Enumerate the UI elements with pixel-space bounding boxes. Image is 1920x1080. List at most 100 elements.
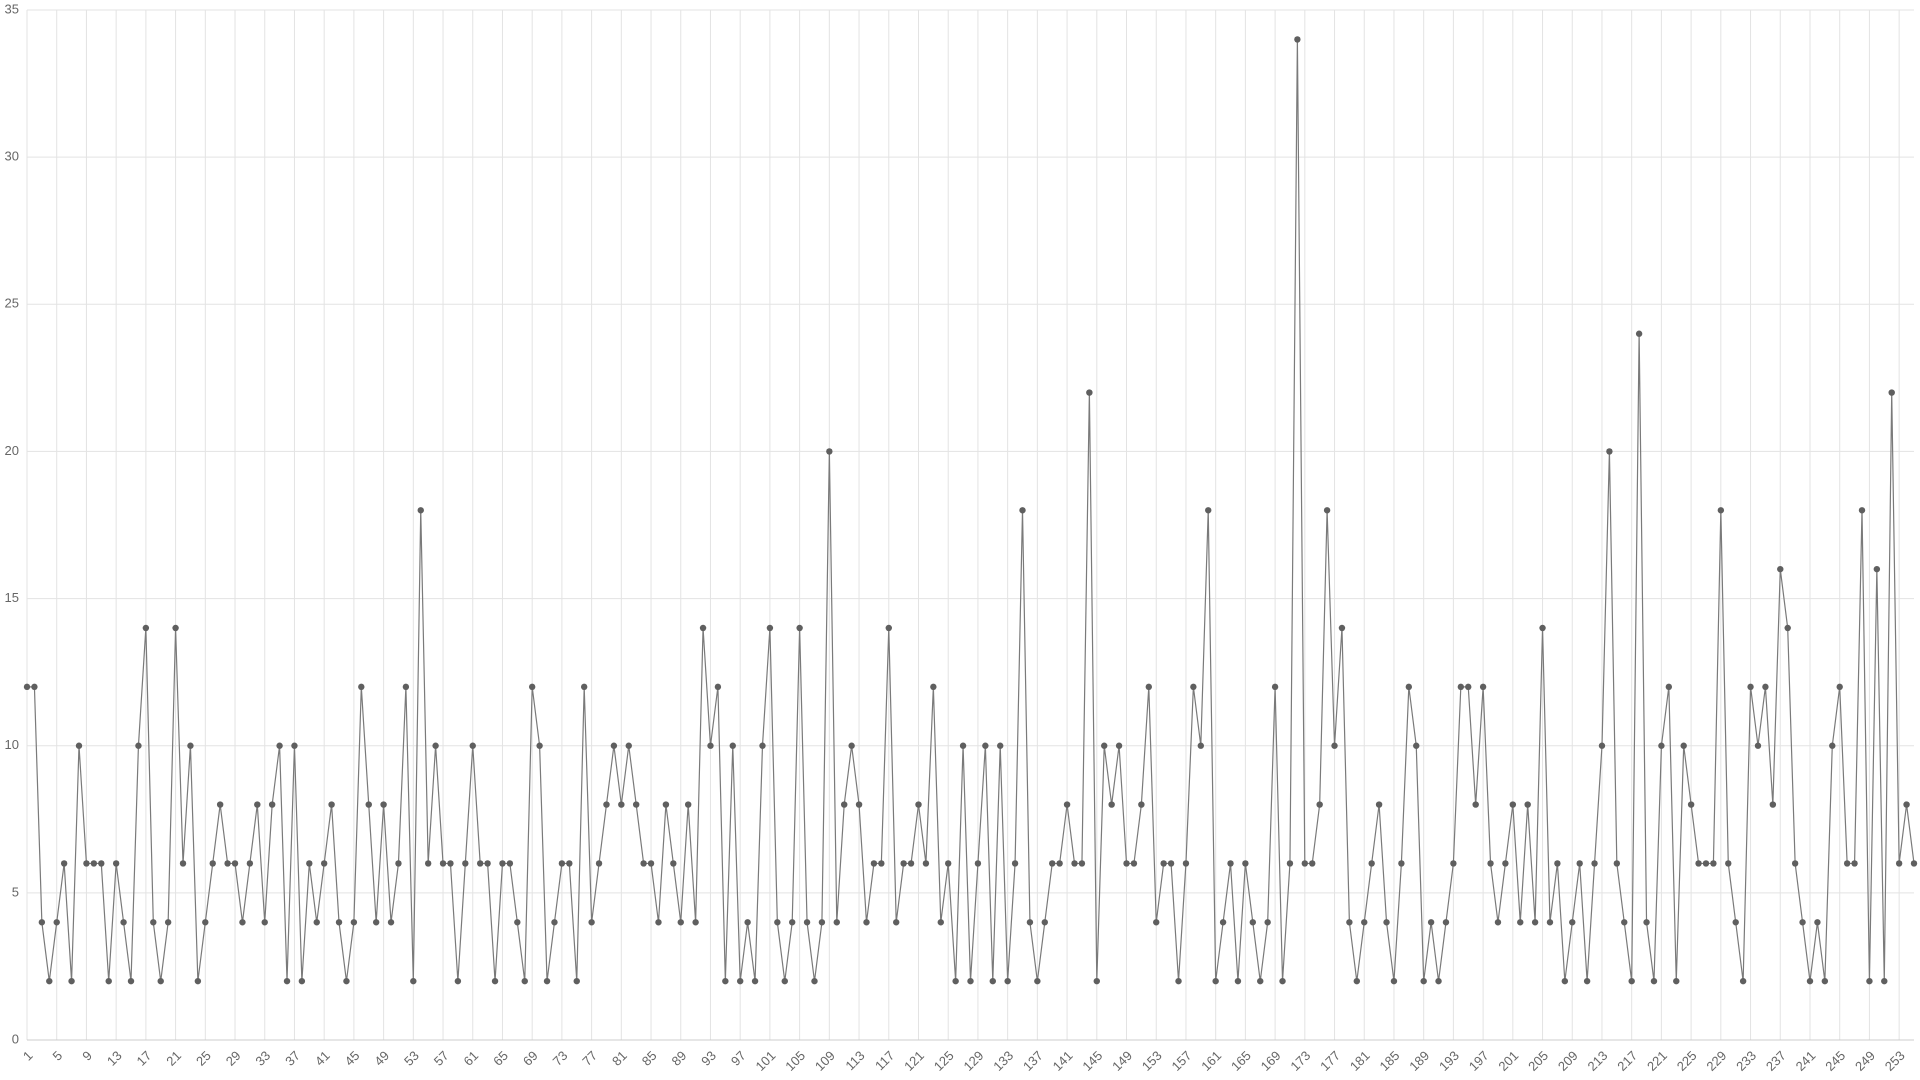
x-tick-label: 253 — [1882, 1048, 1908, 1074]
data-point — [811, 977, 818, 985]
data-point — [1858, 507, 1866, 514]
data-point — [1829, 742, 1836, 749]
x-tick-label: 149 — [1109, 1048, 1135, 1074]
data-point — [1517, 919, 1524, 926]
data-point — [1769, 801, 1777, 808]
data-point — [83, 860, 90, 867]
data-point — [759, 742, 766, 749]
x-tick-label: 69 — [520, 1048, 541, 1069]
x-tick-label: 45 — [342, 1048, 363, 1069]
data-point — [1598, 742, 1606, 749]
y-tick-label: 25 — [5, 296, 19, 311]
x-tick-label: 29 — [223, 1048, 244, 1069]
data-point — [818, 919, 826, 926]
data-point — [395, 860, 402, 867]
x-tick-label: 161 — [1198, 1048, 1224, 1074]
data-point — [1227, 860, 1234, 867]
data-point — [454, 977, 462, 985]
x-tick-label: 81 — [609, 1048, 630, 1069]
data-point — [1465, 683, 1472, 691]
data-point — [1034, 977, 1041, 985]
y-tick-label: 15 — [5, 590, 19, 605]
x-tick-label: 241 — [1793, 1048, 1819, 1074]
data-point — [1011, 860, 1019, 867]
data-point — [231, 860, 239, 867]
data-point — [1554, 860, 1561, 867]
data-point — [1784, 624, 1791, 632]
data-point — [595, 860, 603, 867]
data-point — [1234, 977, 1242, 985]
data-point — [1026, 919, 1034, 926]
data-point — [922, 860, 930, 867]
data-point — [1791, 860, 1799, 867]
x-tick-label: 113 — [842, 1048, 867, 1073]
data-point — [1866, 977, 1873, 985]
data-point — [135, 742, 142, 749]
data-point — [952, 977, 959, 985]
data-point — [424, 860, 432, 867]
data-point — [216, 801, 224, 808]
data-point — [640, 860, 647, 867]
data-point — [276, 742, 283, 749]
data-point — [1309, 860, 1316, 867]
data-point — [172, 624, 179, 632]
data-point — [580, 683, 588, 691]
x-tick-label: 49 — [371, 1048, 392, 1069]
data-point — [1331, 742, 1338, 749]
data-point — [298, 977, 306, 985]
data-point — [1650, 977, 1658, 985]
data-point — [1895, 860, 1903, 867]
data-point — [1182, 860, 1190, 867]
x-tick-label: 229 — [1703, 1048, 1729, 1074]
data-point — [789, 919, 796, 926]
data-point — [105, 977, 112, 985]
data-point — [439, 860, 447, 867]
data-point — [343, 977, 350, 985]
data-point — [618, 801, 625, 808]
x-tick-label: 245 — [1822, 1048, 1848, 1074]
data-point — [1710, 860, 1717, 867]
data-point — [1732, 919, 1739, 926]
data-point — [848, 742, 855, 749]
data-point — [751, 977, 759, 985]
data-point — [1249, 919, 1257, 926]
x-tick-label: 105 — [782, 1048, 808, 1074]
x-tick-label: 129 — [961, 1048, 987, 1074]
data-point — [1821, 977, 1829, 985]
x-tick-label: 125 — [931, 1048, 957, 1074]
x-tick-label: 221 — [1644, 1048, 1670, 1074]
data-point — [1569, 919, 1576, 926]
data-point — [1881, 977, 1888, 985]
data-point — [974, 860, 982, 867]
data-point — [1747, 683, 1754, 691]
x-tick-label: 53 — [401, 1048, 422, 1069]
data-point — [1583, 977, 1591, 985]
data-point — [380, 801, 387, 808]
data-point — [1472, 801, 1479, 808]
data-point — [179, 860, 187, 867]
x-tick-label: 233 — [1733, 1048, 1759, 1074]
x-tick-label: 33 — [252, 1048, 273, 1069]
x-tick-label: 41 — [312, 1048, 333, 1069]
data-point — [1836, 683, 1843, 691]
x-tick-label: 1 — [20, 1048, 36, 1064]
data-point — [246, 860, 254, 867]
data-point — [1591, 860, 1598, 867]
data-point — [1078, 860, 1086, 867]
data-point — [707, 742, 714, 749]
x-tick-label: 209 — [1555, 1048, 1581, 1074]
data-point — [268, 801, 276, 808]
data-point — [1494, 919, 1502, 926]
x-tick-label: 217 — [1614, 1048, 1640, 1074]
x-tick-label: 185 — [1377, 1048, 1403, 1074]
data-point — [410, 977, 417, 985]
data-point — [1071, 860, 1078, 867]
data-line — [27, 39, 1915, 982]
data-point — [1212, 977, 1219, 985]
data-point — [90, 860, 98, 867]
data-point — [841, 801, 848, 808]
x-tick-label: 17 — [134, 1048, 155, 1069]
data-point — [1621, 919, 1628, 926]
x-tick-label: 121 — [901, 1048, 927, 1074]
